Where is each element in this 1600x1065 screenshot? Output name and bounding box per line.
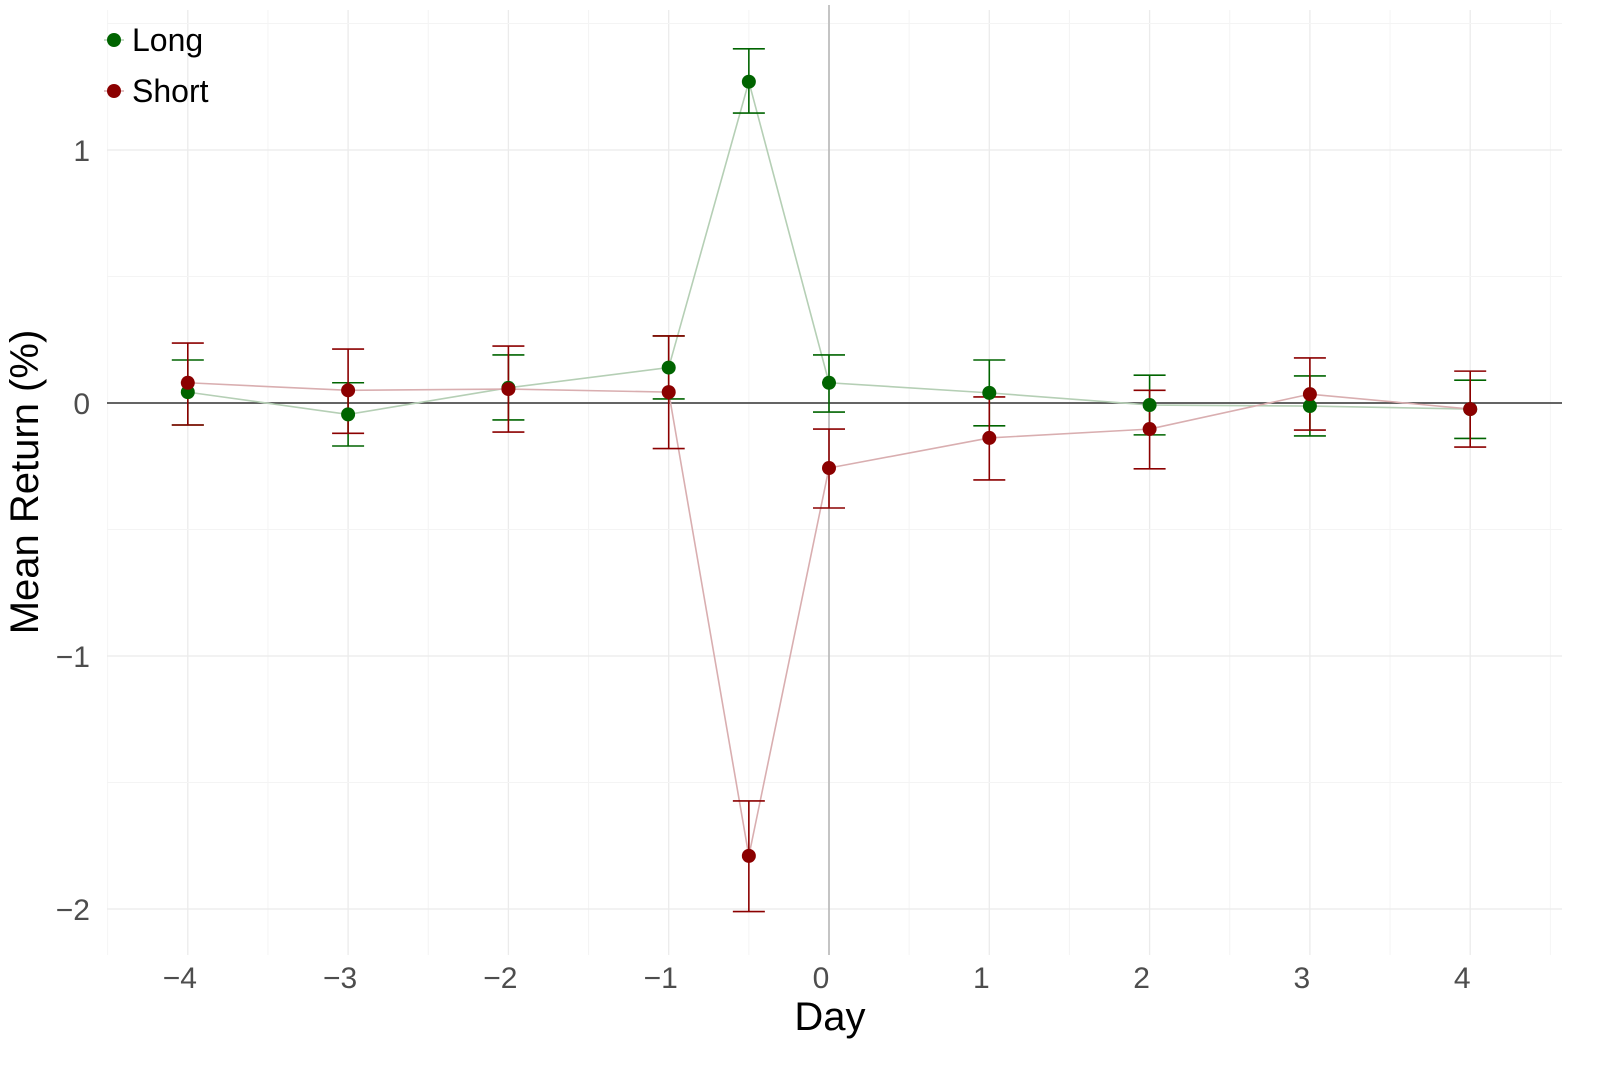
data-point-short bbox=[1302, 387, 1317, 402]
legend-item-short: Short bbox=[104, 73, 209, 109]
data-point-long bbox=[822, 375, 836, 390]
y-tick-label: 0 bbox=[73, 388, 90, 421]
grid bbox=[107, 10, 1562, 955]
data-point-short bbox=[180, 375, 195, 390]
x-tick-label: −2 bbox=[483, 962, 517, 995]
data-point-long bbox=[982, 385, 997, 400]
legend-marker bbox=[107, 84, 121, 98]
reference-lines bbox=[107, 5, 1562, 955]
x-tick-label: 0 bbox=[813, 962, 830, 995]
y-axis-title: Mean Return (%) bbox=[3, 330, 47, 635]
data-point-short bbox=[501, 382, 516, 397]
data-point-long bbox=[661, 360, 676, 375]
data-point-long bbox=[741, 74, 756, 89]
data-point-short bbox=[982, 430, 997, 445]
data-point-long bbox=[1142, 398, 1157, 413]
y-tick-label: −1 bbox=[56, 641, 90, 674]
x-tick-label: 1 bbox=[973, 962, 990, 995]
x-tick-labels: −4 −3 −2 −1 0 1 2 3 4 bbox=[163, 962, 1471, 995]
x-tick-label: 4 bbox=[1454, 962, 1471, 995]
x-tick-label: −3 bbox=[323, 962, 357, 995]
series-line-short bbox=[187, 381, 1471, 857]
legend-item-long: Long bbox=[104, 22, 203, 58]
y-tick-label: −2 bbox=[56, 894, 90, 927]
x-tick-label: 2 bbox=[1133, 962, 1150, 995]
series-line-long bbox=[187, 78, 1471, 416]
legend: Long Short bbox=[104, 22, 209, 109]
x-tick-label: −4 bbox=[163, 962, 197, 995]
x-axis-title: Day bbox=[794, 995, 865, 1039]
data-point-short bbox=[1142, 422, 1157, 437]
series-layer bbox=[171, 47, 1487, 913]
data-point-long bbox=[341, 407, 356, 422]
x-tick-label: 3 bbox=[1294, 962, 1311, 995]
data-point-short bbox=[661, 385, 676, 400]
data-point-short bbox=[822, 461, 836, 476]
y-tick-labels: 1 0 −1 −2 bbox=[56, 135, 90, 927]
legend-label: Long bbox=[132, 22, 203, 58]
data-point-short bbox=[341, 383, 356, 398]
legend-label: Short bbox=[132, 73, 209, 109]
data-point-short bbox=[1463, 402, 1478, 417]
data-point-long bbox=[1302, 399, 1317, 414]
legend-marker bbox=[107, 33, 121, 47]
y-tick-label: 1 bbox=[73, 135, 90, 168]
data-point-short bbox=[741, 848, 756, 863]
x-tick-label: −1 bbox=[644, 962, 678, 995]
